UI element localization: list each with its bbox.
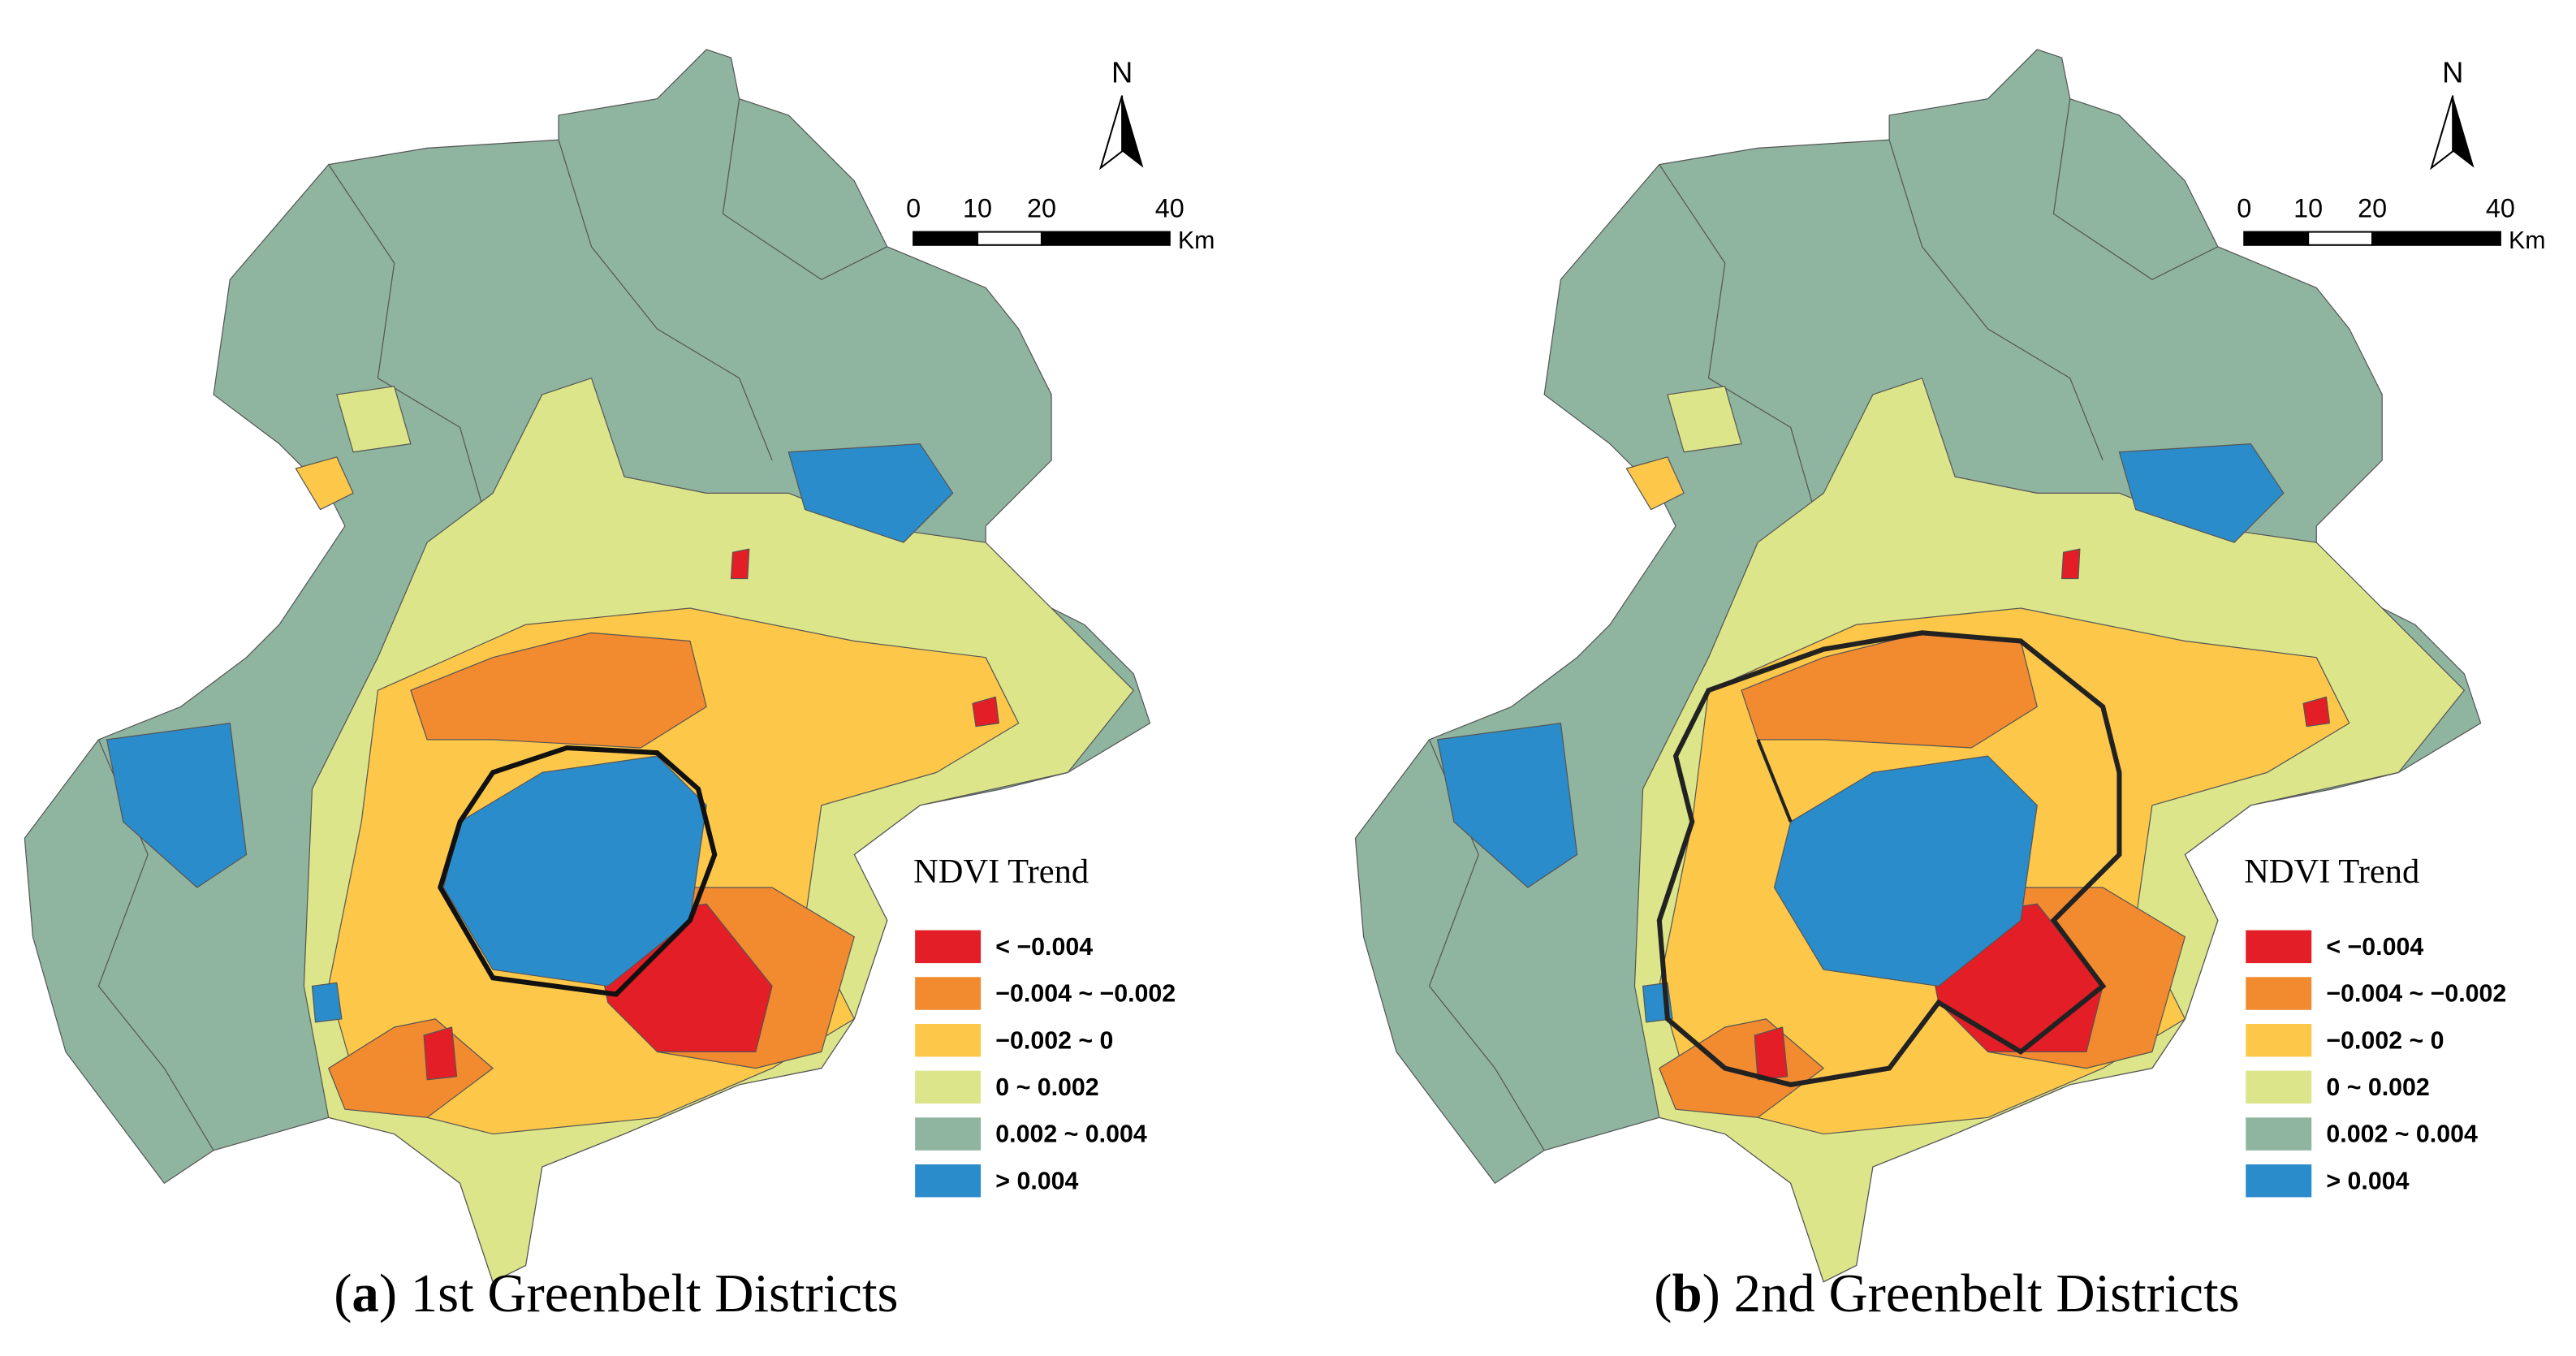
caption: (b) 2nd Greenbelt Districts (1654, 1264, 2239, 1324)
legend-label: 0 ~ 0.002 (2326, 1074, 2429, 1101)
north-label: N (2442, 55, 2463, 89)
legend-swatch (915, 1164, 982, 1198)
scale-unit: Km (2509, 227, 2546, 254)
legend-label: < −0.004 (995, 934, 1093, 961)
caption-part: ( (1654, 1264, 1672, 1324)
scale-tick-label: 40 (1155, 193, 1184, 222)
legend-label: 0 ~ 0.002 (995, 1074, 1098, 1101)
map-panel: N 0 10 20 40 Km NDVI Trend < −0.004 −0.004 ~ −0.… (1354, 49, 2546, 1324)
legend-title: NDVI Trend (913, 853, 1089, 891)
north-arrow (2430, 95, 2454, 171)
legend-swatch (915, 930, 982, 964)
scale-tick-label: 10 (2293, 193, 2323, 222)
legend-swatch (2246, 1164, 2312, 1198)
map-panel: N 0 10 20 40 Km NDVI Trend < −0.004 −0.004 ~ −0.… (24, 49, 1215, 1324)
scale-tick-label: 0 (906, 193, 921, 222)
legend-swatch (2246, 977, 2312, 1010)
north-arrow (2453, 95, 2475, 168)
caption-part: ( (334, 1264, 352, 1324)
scale-segment (913, 231, 979, 246)
caption-part: ) 1st Greenbelt Districts (379, 1264, 899, 1324)
greenbelt-boundary (1756, 739, 1793, 823)
legend-swatch (2246, 930, 2312, 964)
legend-label: < −0.004 (2326, 934, 2423, 961)
caption-part: ) 2nd Greenbelt Districts (1702, 1264, 2240, 1324)
scale-tick-label: 20 (2358, 193, 2387, 222)
legend-label: > 0.004 (2326, 1168, 2409, 1194)
scale-tick-label: 20 (1027, 193, 1056, 222)
greenbelt-boundary (1656, 630, 2122, 1087)
caption-part: b (1672, 1264, 1702, 1324)
scale-segment (2371, 231, 2501, 246)
legend-swatch (915, 977, 982, 1010)
north-arrow (1122, 95, 1144, 168)
legend-swatch (2246, 1070, 2312, 1104)
legend-label: 0.002 ~ 0.004 (995, 1121, 1147, 1148)
scale-segment (977, 231, 1042, 246)
greenbelt-boundary (438, 745, 718, 997)
scale-segment (2243, 231, 2310, 246)
legend-label: > 0.004 (995, 1168, 1078, 1194)
scale-unit: Km (1178, 227, 1215, 254)
scale-tick-label: 0 (2237, 193, 2251, 222)
north-arrow (1098, 95, 1124, 171)
legend-label: −0.004 ~ −0.002 (2326, 981, 2506, 1008)
caption-part: a (352, 1264, 378, 1324)
scale-tick-label: 40 (2486, 193, 2515, 222)
legend-label: −0.002 ~ 0 (995, 1027, 1113, 1054)
legend-label: 0.002 ~ 0.004 (2326, 1121, 2478, 1148)
legend-title: NDVI Trend (2244, 853, 2419, 891)
legend-swatch (915, 1117, 982, 1151)
scale-tick-label: 10 (963, 193, 992, 222)
scale-segment (1040, 231, 1171, 246)
legend-label: −0.002 ~ 0 (2326, 1027, 2444, 1054)
legend-swatch (2246, 1023, 2312, 1057)
legend-swatch (2246, 1117, 2312, 1151)
legend-swatch (915, 1070, 982, 1104)
caption: (a) 1st Greenbelt Districts (334, 1264, 898, 1324)
scale-segment (2307, 231, 2374, 246)
legend-swatch (915, 1023, 982, 1057)
north-label: N (1111, 55, 1133, 89)
legend-label: −0.004 ~ −0.002 (995, 981, 1176, 1008)
